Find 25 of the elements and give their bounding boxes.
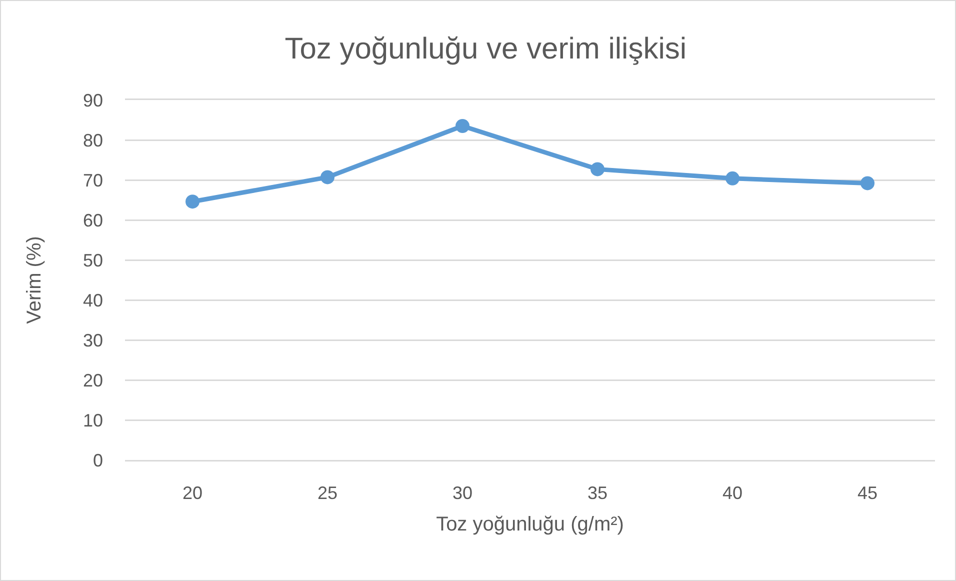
y-tick-label: 80 (82, 130, 103, 150)
x-tick-label: 20 (182, 483, 203, 504)
y-tick-label: 10 (82, 410, 103, 430)
y-tick-label: 60 (82, 210, 103, 230)
x-tick-label: 40 (722, 483, 743, 504)
x-tick-label: 35 (587, 483, 608, 504)
x-tick-label: 45 (857, 483, 878, 504)
point (456, 119, 470, 133)
y-tick-label: 30 (82, 330, 103, 350)
point (186, 194, 200, 209)
chart-title: Toz yoğunluğu ve verim ilişkisi (284, 32, 687, 66)
point (726, 171, 740, 186)
x-tick-label: 30 (452, 483, 473, 504)
x-tick-label: 25 (317, 483, 338, 504)
y-axis-title: Verim (%) (23, 236, 46, 324)
x-axis-title: Toz yoğunluğu (g/m²) (436, 513, 624, 536)
y-tick-label: 0 (92, 450, 103, 470)
point (860, 176, 874, 190)
y-tick-label: 40 (82, 290, 103, 310)
y-tick-label: 20 (82, 370, 103, 390)
point (320, 170, 334, 184)
y-tick-label: 90 (82, 90, 103, 110)
y-tick-label: 70 (82, 170, 103, 190)
point (590, 162, 604, 176)
y-tick-label: 50 (82, 250, 103, 270)
